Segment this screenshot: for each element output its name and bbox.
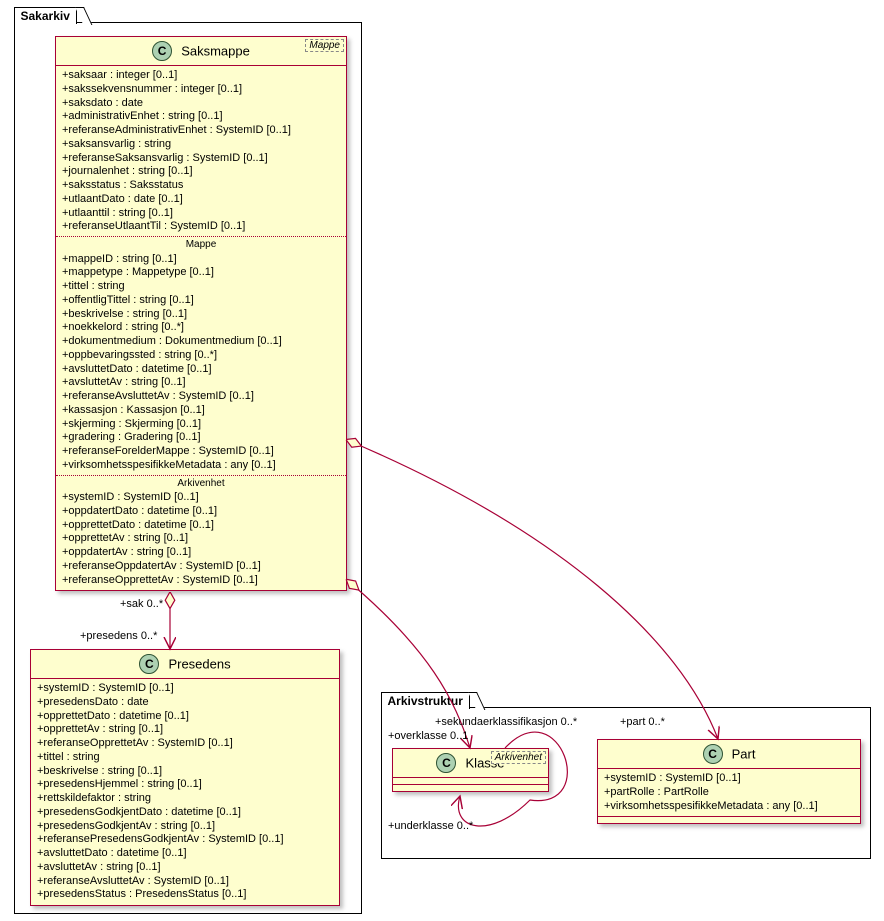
class-icon: C — [152, 41, 172, 61]
class-icon: C — [139, 654, 159, 674]
attr-row: +saksaar : integer [0..1] — [62, 69, 340, 83]
attr-row: +referanseSaksansvarlig : SystemID [0..1… — [62, 152, 340, 166]
attr-row: +utlaanttil : string [0..1] — [62, 207, 340, 221]
class-part-header: C Part — [598, 740, 860, 769]
attr-row: +skjerming : Skjerming [0..1] — [62, 418, 340, 432]
attr-row: +systemID : SystemID [0..1] — [62, 491, 340, 505]
attr-row: +tittel : string — [37, 751, 333, 765]
attr-row: +opprettetDato : datetime [0..1] — [62, 519, 340, 533]
attr-row: +virksomhetsspesifikkeMetadata : any [0.… — [62, 459, 340, 473]
attr-row: +saksdato : date — [62, 97, 340, 111]
attr-row: +avsluttetAv : string [0..1] — [37, 861, 333, 875]
class-presedens-header: C Presedens — [31, 650, 339, 679]
attr-row: +presedensStatus : PresedensStatus [0..1… — [37, 888, 333, 902]
section-mappe-label: Mappe — [62, 239, 340, 252]
attr-row: +presedensHjemmel : string [0..1] — [37, 778, 333, 792]
attr-row: +referanseOpprettetAv : SystemID [0..1] — [37, 737, 333, 751]
attr-row: +partRolle : PartRolle — [604, 786, 854, 800]
attr-row: +presedensGodkjentDato : datetime [0..1] — [37, 806, 333, 820]
attr-row: +offentligTittel : string [0..1] — [62, 294, 340, 308]
attr-row: +opprettetDato : datetime [0..1] — [37, 710, 333, 724]
attr-row: +kassasjon : Kassasjon [0..1] — [62, 404, 340, 418]
package-sakarkiv-label: Sakarkiv — [14, 7, 77, 24]
attr-row: +systemID : SystemID [0..1] — [37, 682, 333, 696]
attr-row: +opprettetAv : string [0..1] — [37, 723, 333, 737]
attr-row: +referanseUtlaantTil : SystemID [0..1] — [62, 220, 340, 234]
attr-row: +mappetype : Mappetype [0..1] — [62, 266, 340, 280]
class-presedens: C Presedens +systemID : SystemID [0..1]+… — [30, 649, 340, 906]
class-presedens-attrs: +systemID : SystemID [0..1]+presedensDat… — [31, 679, 339, 905]
attr-row: +beskrivelse : string [0..1] — [62, 308, 340, 322]
class-icon: C — [703, 744, 723, 764]
section-arkivenhet-label: Arkivenhet — [62, 478, 340, 491]
class-saksmappe-header: Mappe C Saksmappe — [56, 37, 346, 66]
stereotype-mappe: Mappe — [305, 39, 344, 52]
attr-row: +gradering : Gradering [0..1] — [62, 431, 340, 445]
attr-row: +referanseOppdatertAv : SystemID [0..1] — [62, 560, 340, 574]
class-saksmappe: Mappe C Saksmappe +saksaar : integer [0.… — [55, 36, 347, 591]
attr-row: +referanseAvsluttetAv : SystemID [0..1] — [62, 390, 340, 404]
class-klasse-header: Arkivenhet C Klasse — [393, 749, 548, 777]
attr-row: +referansePresedensGodkjentAv : SystemID… — [37, 833, 333, 847]
label-sak: +sak 0..* — [120, 598, 163, 610]
class-icon: C — [436, 753, 456, 773]
attr-row: +noekkelord : string [0..*] — [62, 321, 340, 335]
attr-row: +rettskildefaktor : string — [37, 792, 333, 806]
stereotype-arkivenhet: Arkivenhet — [491, 751, 546, 764]
attr-row: +journalenhet : string [0..1] — [62, 165, 340, 179]
class-part: C Part +systemID : SystemID [0..1]+partR… — [597, 739, 861, 824]
attr-row: +oppdatertDato : datetime [0..1] — [62, 505, 340, 519]
attr-row: +tittel : string — [62, 280, 340, 294]
label-sek-klass: +sekundaerklassifikasjon 0..* — [435, 716, 577, 728]
attr-row: +saksstatus : Saksstatus — [62, 179, 340, 193]
attr-row: +administrativEnhet : string [0..1] — [62, 110, 340, 124]
attr-row: +oppbevaringssted : string [0..*] — [62, 349, 340, 363]
attr-row: +avsluttetDato : datetime [0..1] — [62, 363, 340, 377]
attr-row: +avsluttetAv : string [0..1] — [62, 376, 340, 390]
class-saksmappe-title: Saksmappe — [181, 44, 250, 59]
label-overklasse: +overklasse 0..1 — [388, 730, 468, 742]
class-part-title: Part — [732, 747, 756, 762]
class-saksmappe-attrs: +saksaar : integer [0..1]+sakssekvensnum… — [56, 66, 346, 590]
attr-row: +utlaantDato : date [0..1] — [62, 193, 340, 207]
attr-row: +virksomhetsspesifikkeMetadata : any [0.… — [604, 800, 854, 814]
class-klasse: Arkivenhet C Klasse — [392, 748, 549, 792]
label-underklasse: +underklasse 0..* — [388, 820, 473, 832]
attr-row: +mappeID : string [0..1] — [62, 253, 340, 267]
attr-row: +referanseOpprettetAv : SystemID [0..1] — [62, 574, 340, 588]
attr-row: +presedensDato : date — [37, 696, 333, 710]
label-part: +part 0..* — [620, 716, 665, 728]
class-part-attrs: +systemID : SystemID [0..1]+partRolle : … — [598, 769, 860, 816]
package-arkivstruktur-label: Arkivstruktur — [381, 692, 470, 709]
attr-row: +opprettetAv : string [0..1] — [62, 532, 340, 546]
class-presedens-title: Presedens — [168, 657, 230, 672]
attr-row: +dokumentmedium : Dokumentmedium [0..1] — [62, 335, 340, 349]
attr-row: +referanseForelderMappe : SystemID [0..1… — [62, 445, 340, 459]
attr-row: +referanseAdministrativEnhet : SystemID … — [62, 124, 340, 138]
attr-row: +oppdatertAv : string [0..1] — [62, 546, 340, 560]
attr-row: +avsluttetDato : datetime [0..1] — [37, 847, 333, 861]
attr-row: +sakssekvensnummer : integer [0..1] — [62, 83, 340, 97]
attr-row: +presedensGodkjentAv : string [0..1] — [37, 820, 333, 834]
attr-row: +beskrivelse : string [0..1] — [37, 765, 333, 779]
attr-row: +systemID : SystemID [0..1] — [604, 772, 854, 786]
attr-row: +referanseAvsluttetAv : SystemID [0..1] — [37, 875, 333, 889]
attr-row: +saksansvarlig : string — [62, 138, 340, 152]
label-presedens: +presedens 0..* — [80, 630, 157, 642]
